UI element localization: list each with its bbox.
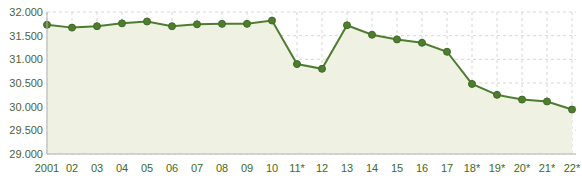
point[interactable] [69,24,76,31]
y-tick-label: 29.000 [9,148,43,160]
point[interactable] [194,21,201,28]
x-grid-line [47,12,48,154]
y-tick-label: 31.000 [9,53,43,65]
x-tick-label: 11* [289,162,305,174]
point[interactable] [319,65,326,72]
x-tick-label: 03 [91,162,103,174]
y-tick-label: 29.500 [9,124,43,136]
point[interactable] [144,18,151,25]
point[interactable] [519,96,526,103]
x-axis [47,154,576,155]
point[interactable] [444,48,451,55]
series [44,17,576,154]
x-tick-label: 10 [266,162,278,174]
point[interactable] [269,17,276,24]
point[interactable] [119,20,126,27]
y-tick-label: 32.000 [9,6,43,18]
point[interactable] [469,80,476,87]
grid [47,12,576,154]
x-tick-label: 12 [316,162,328,174]
chart-container: 29.000 29.500 30.000 30.500 31.000 31.500 32.0… [0,0,582,181]
point[interactable] [569,106,576,113]
x-tick-label: 17 [441,162,453,174]
x-tick-label: 07 [191,162,203,174]
x-tick-label: 02 [66,162,78,174]
point[interactable] [219,20,226,27]
x-tick-label: 22* [564,162,581,174]
x-tick-label: 06 [166,162,178,174]
x-tick-label: 16 [416,162,428,174]
x-tick-label: 08 [216,162,228,174]
x-tick-label: 2001 [35,162,59,174]
point[interactable] [544,98,551,105]
point[interactable] [369,31,376,38]
x-tick-label: 21* [539,162,556,174]
point[interactable] [419,39,426,46]
x-tick-label: 19* [489,162,506,174]
point[interactable] [494,91,501,98]
point[interactable] [394,36,401,43]
x-tick-label: 09 [241,162,253,174]
x-tick-label: 14 [366,162,378,174]
y-tick-label: 30.500 [9,77,43,89]
labels: 29.000 29.500 30.000 30.500 31.000 31.500 32.0… [9,6,581,174]
x-tick-label: 05 [141,162,153,174]
point[interactable] [244,20,251,27]
point[interactable] [169,23,176,30]
x-tick-label: 13 [341,162,353,174]
point[interactable] [94,23,101,30]
x-tick-label: 18* [464,162,481,174]
y-axis [47,12,48,154]
x-tick-label: 20* [514,162,531,174]
y-tick-label: 30.000 [9,101,43,113]
y-tick-label: 31.500 [9,30,43,42]
x-tick-label: 15 [391,162,403,174]
point[interactable] [294,61,301,68]
chart-svg: 29.000 29.500 30.000 30.500 31.000 31.500 32.0… [0,0,582,181]
point[interactable] [344,22,351,29]
y-grid-line [47,154,576,155]
line [47,21,572,110]
x-tick-label: 04 [116,162,128,174]
area [47,21,572,154]
